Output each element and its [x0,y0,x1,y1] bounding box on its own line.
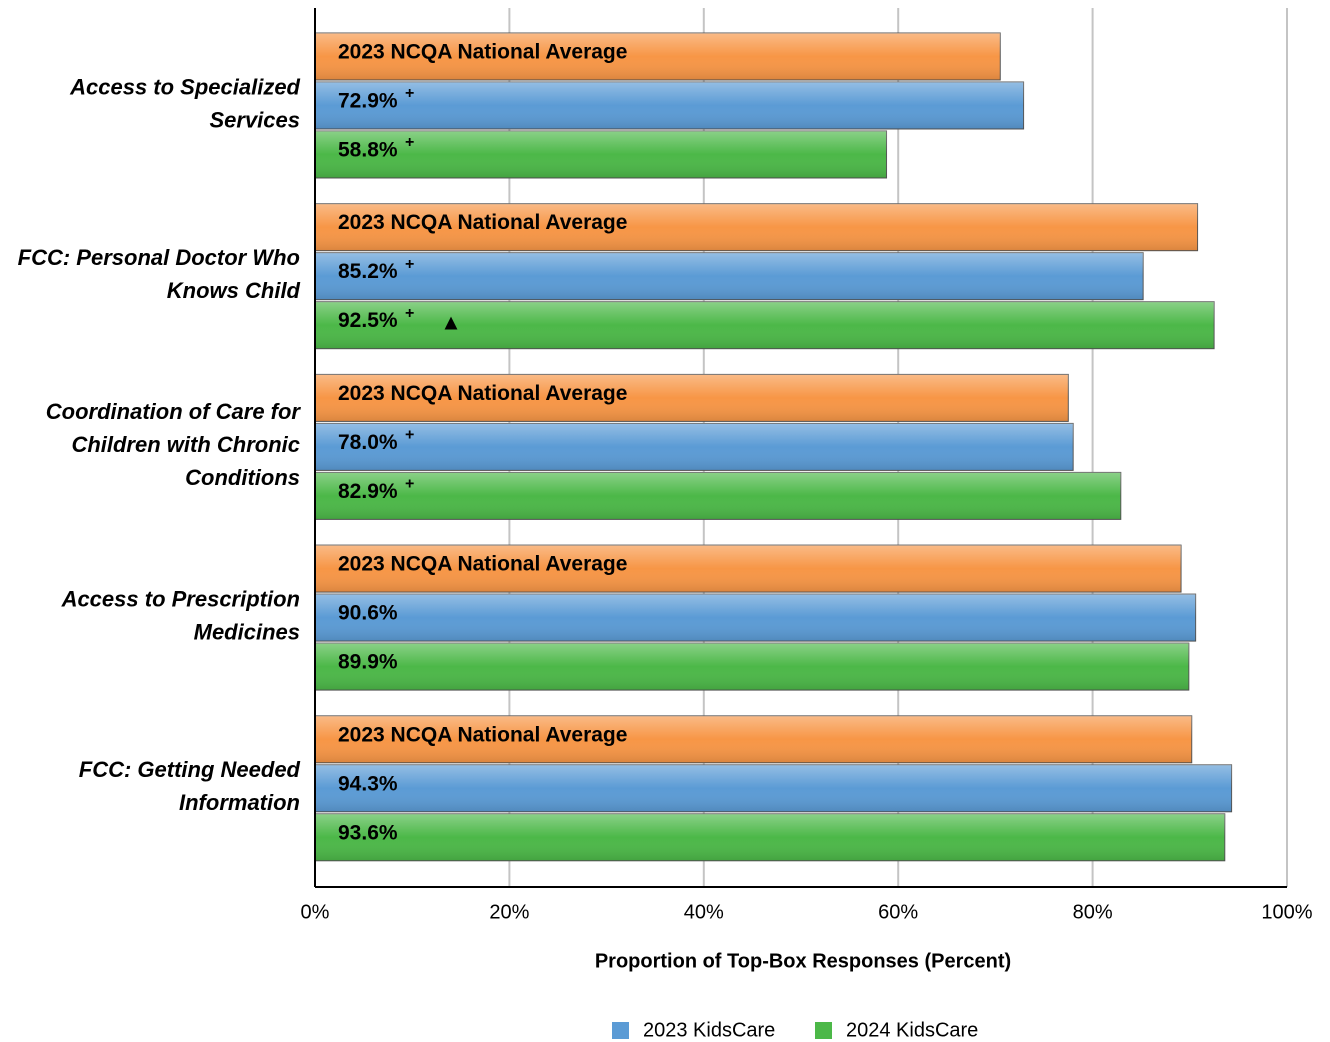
bar-shine [315,203,1198,251]
bar-shine [315,594,1196,642]
value-label: 82.9% [338,480,398,503]
y-tick-label: FCC: Getting Needed [79,757,301,782]
bar-shine [315,301,1215,349]
bar-shine [315,131,887,178]
y-tick-label: Access to Prescription [61,586,300,611]
value-label: 72.9% [338,90,398,113]
value-label: 78.0% [338,431,398,454]
bar-shine [315,764,1232,812]
y-tick-label: Information [179,790,300,815]
bar-shine [315,423,1074,471]
x-tick-label: 80% [1073,901,1113,923]
value-label: 90.6% [338,602,398,625]
bar-label: 2023 NCQA National Average [338,553,627,576]
bar-shine [315,33,1001,80]
value-label: 92.5% [338,309,398,332]
bar-shine [315,374,1069,422]
y-tick-label: Services [209,107,300,132]
superscript: + [405,305,414,322]
bar-shine [315,813,1225,861]
x-tick-label: 20% [489,901,529,923]
value-label: 85.2% [338,260,398,283]
x-tick-label: 100% [1261,901,1312,923]
bar-label: 2023 NCQA National Average [338,723,627,746]
bar-shine [315,82,1024,129]
bar-shine [315,545,1182,593]
legend-label: 2023 KidsCare [643,1019,775,1041]
bar-label: 2023 NCQA National Average [338,211,627,234]
superscript: + [405,427,414,444]
value-label: 94.3% [338,772,398,795]
superscript: + [405,134,414,151]
marker: ▲ [440,310,462,335]
value-label: 58.8% [338,139,398,162]
x-tick-label: 40% [684,901,724,923]
y-tick-label: Medicines [194,619,300,644]
y-tick-label: FCC: Personal Doctor Who [18,245,300,270]
y-tick-label: Access to Specialized [69,74,300,99]
bar-shine [315,643,1189,691]
x-tick-label: 0% [301,901,330,923]
bar-label: 2023 NCQA National Average [338,382,627,405]
legend-swatch [815,1022,832,1039]
y-tick-label: Coordination of Care for [46,399,302,424]
y-tick-label: Conditions [185,465,300,490]
superscript: + [405,256,414,273]
superscript: + [405,85,414,102]
bar-label: 2023 NCQA National Average [338,41,627,64]
value-label: 93.6% [338,821,398,844]
x-tick-label: 60% [878,901,918,923]
bar-shine [315,252,1144,300]
value-label: 89.9% [338,651,398,674]
legend-swatch [612,1022,629,1039]
legend-label: 2024 KidsCare [846,1019,978,1041]
y-tick-label: Children with Chronic [71,432,300,457]
x-axis-title: Proportion of Top-Box Responses (Percent… [595,950,1011,972]
superscript: + [405,476,414,493]
bar-shine [315,715,1192,763]
bar-shine [315,472,1121,520]
y-tick-label: Knows Child [167,278,301,303]
